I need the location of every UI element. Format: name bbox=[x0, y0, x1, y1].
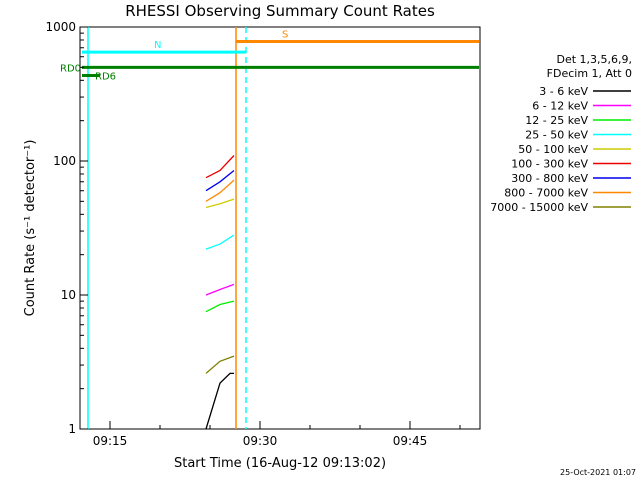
series-6-segment-0 bbox=[205, 169, 235, 192]
y-tick-label-1: 10 bbox=[61, 288, 76, 302]
flag-label-n: N bbox=[154, 40, 161, 51]
flag-label-rd0: RD0 bbox=[60, 63, 81, 74]
legend-label-4: 50 - 100 keV bbox=[518, 143, 588, 156]
y-tick-label-0: 1 bbox=[68, 422, 76, 436]
series-8-segment-0 bbox=[205, 355, 235, 374]
legend-label-8: 7000 - 15000 keV bbox=[490, 201, 588, 214]
legend-label-5: 100 - 300 keV bbox=[511, 158, 588, 171]
legend-header-2: FDecim 1, Att 0 bbox=[547, 67, 632, 80]
status-flag-bars: SNFRD0RD6 bbox=[60, 29, 479, 82]
footer-date: 25-Oct-2021 01:07 bbox=[560, 468, 636, 477]
legend-label-0: 3 - 6 keV bbox=[539, 85, 588, 98]
y-axis-label: Count Rate (s⁻¹ detector⁻¹) bbox=[23, 140, 38, 317]
legend-label-3: 25 - 50 keV bbox=[525, 129, 588, 142]
x-tick-label-1: 09:30 bbox=[243, 434, 278, 448]
legend-label-6: 300 - 800 keV bbox=[511, 172, 588, 185]
flag-label-s: S bbox=[282, 29, 288, 40]
y-axis: 1 10 100 1000 bbox=[45, 20, 88, 436]
series-3-segment-0 bbox=[205, 234, 235, 250]
series-0-segment-0 bbox=[205, 372, 234, 430]
x-tick-label-0: 09:15 bbox=[93, 434, 128, 448]
series-4-segment-0 bbox=[205, 198, 235, 209]
legend: Det 1,3,5,6,9, FDecim 1, Att 0 3 - 6 keV… bbox=[490, 53, 632, 214]
legend-label-2: 12 - 25 keV bbox=[525, 114, 588, 127]
x-axis: 09:15 09:30 09:45 bbox=[93, 421, 461, 448]
y-tick-label-3: 1000 bbox=[45, 20, 76, 34]
marker-lines bbox=[87, 27, 247, 429]
flag-label-rd6: RD6 bbox=[95, 71, 116, 82]
legend-label-7: 800 - 7000 keV bbox=[504, 187, 588, 200]
series-5-segment-0 bbox=[205, 155, 235, 179]
legend-header-1: Det 1,3,5,6,9, bbox=[556, 53, 632, 66]
series-7-segment-0 bbox=[205, 179, 235, 202]
series-1-segment-0 bbox=[205, 283, 235, 296]
legend-label-1: 6 - 12 keV bbox=[532, 100, 588, 113]
chart-title: RHESSI Observing Summary Count Rates bbox=[125, 2, 435, 20]
x-axis-label: Start Time (16-Aug-12 09:13:02) bbox=[174, 456, 386, 471]
plot-frame bbox=[79, 26, 481, 430]
x-tick-label-2: 09:45 bbox=[393, 434, 428, 448]
series-2-segment-0 bbox=[205, 300, 235, 313]
rate-series bbox=[205, 155, 235, 430]
y-tick-label-2: 100 bbox=[53, 154, 76, 168]
